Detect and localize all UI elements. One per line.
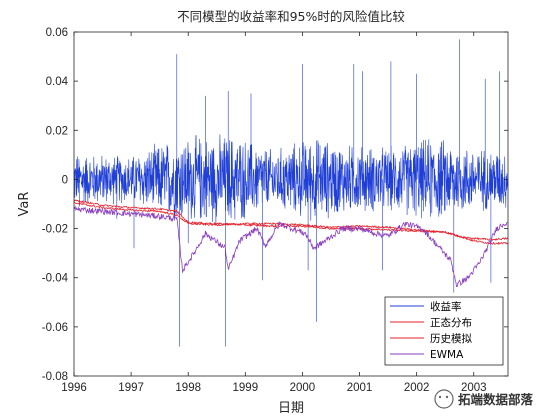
legend-entry-label: 收益率 <box>430 300 462 313</box>
x-axis-label: 日期 <box>278 401 304 416</box>
x-tick-label: 2000 <box>290 382 316 394</box>
x-tick-label: 1997 <box>118 382 144 394</box>
x-tick-label: 1999 <box>233 382 259 394</box>
ticks-layer: -0.08 -0.06 -0.04 -0.02 0 0.02 0.04 0.06 1996 199… <box>42 27 508 394</box>
y-axis-label: VaR <box>17 192 32 217</box>
y-tick-label: 0.02 <box>46 125 68 137</box>
axes-box <box>73 31 509 377</box>
y-tick-label: -0.04 <box>42 273 69 285</box>
y-tick-label: 0.06 <box>46 27 68 39</box>
y-tick-label: -0.08 <box>42 371 68 383</box>
x-tick-label: 2002 <box>404 382 430 394</box>
wechat-icon-eye-right <box>445 395 449 399</box>
watermark-text: 拓端数据部落 <box>458 392 534 407</box>
wechat-icon <box>434 389 454 409</box>
legend-entry-label: EWMA <box>430 349 464 361</box>
x-tick-label: 1998 <box>175 382 201 394</box>
y-tick-label: -0.06 <box>42 322 68 334</box>
x-tick-label: 2001 <box>347 382 373 394</box>
series-var-line-2 <box>74 199 508 241</box>
wechat-icon-eye-left <box>438 395 442 399</box>
legend-entry-label: 正态分布 <box>430 316 472 329</box>
y-tick-label: 0.04 <box>46 76 69 88</box>
legend-entry-label: 历史模拟 <box>430 332 472 345</box>
series-var-line-3 <box>74 205 508 287</box>
series-layer <box>74 39 508 347</box>
watermark: 拓端数据部落 <box>434 389 534 409</box>
chart-title: 不同模型的收益率和95%时的风险值比较 <box>177 9 405 24</box>
x-tick-label: 1996 <box>61 382 87 394</box>
y-tick-label: -0.02 <box>42 224 68 236</box>
x-tick-label: 2003 <box>461 382 487 394</box>
y-tick-label: 0 <box>62 174 68 186</box>
